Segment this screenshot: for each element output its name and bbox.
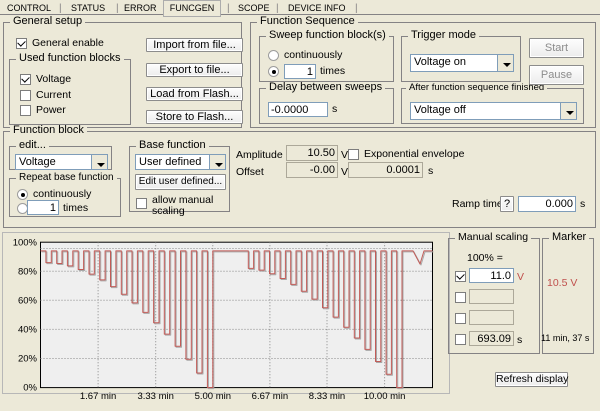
svg-text:0%: 0% — [23, 383, 37, 394]
svg-text:60%: 60% — [18, 296, 38, 307]
svg-text:8.33 min: 8.33 min — [309, 391, 345, 402]
svg-text:80%: 80% — [18, 267, 38, 278]
svg-text:1.67 min: 1.67 min — [80, 391, 116, 402]
svg-text:5.00 min: 5.00 min — [195, 391, 231, 402]
svg-text:20%: 20% — [18, 354, 38, 365]
svg-text:3.33 min: 3.33 min — [137, 391, 173, 402]
svg-text:40%: 40% — [18, 325, 38, 336]
svg-text:6.67 min: 6.67 min — [252, 391, 288, 402]
svg-text:10.00 min: 10.00 min — [364, 391, 406, 402]
svg-text:100%: 100% — [13, 238, 38, 249]
